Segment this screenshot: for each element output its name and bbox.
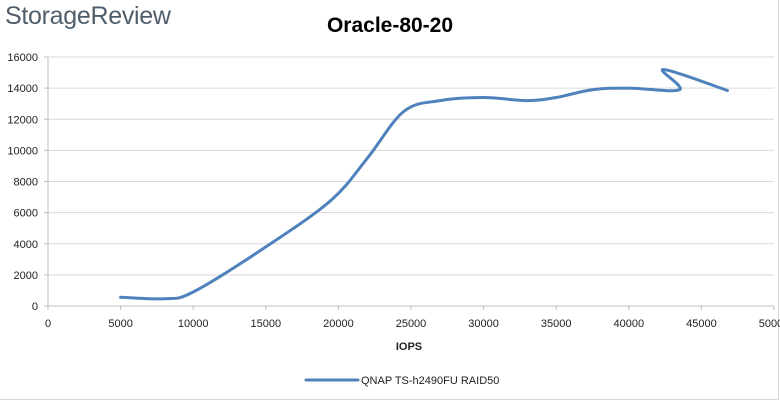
y-tick-label: 12000	[7, 114, 38, 126]
series-lines	[119, 67, 729, 301]
y-tick-label: 14000	[7, 83, 38, 95]
x-axis-label: IOPS	[396, 341, 422, 353]
legend: QNAP TS-h2490FU RAID50	[304, 375, 499, 387]
chart-title: Oracle-80-20	[326, 14, 454, 37]
legend-label: QNAP TS-h2490FU RAID50	[361, 375, 499, 387]
brand-logo: StorageReview	[5, 2, 171, 30]
y-tick-label: 4000	[14, 239, 38, 251]
x-tick-label: 50000	[759, 318, 780, 330]
x-tick-label: 5000	[108, 318, 132, 330]
y-tick-label: 2000	[14, 270, 38, 282]
x-tick-label: 40000	[614, 318, 645, 330]
x-tick-label: 35000	[541, 318, 572, 330]
series-line	[119, 67, 729, 301]
x-tick-label: 30000	[468, 318, 499, 330]
y-tick-label: 8000	[14, 177, 38, 189]
y-tick-label: 16000	[7, 52, 38, 64]
x-tick-label: 45000	[686, 318, 717, 330]
x-axis: 0 5000 10000 15000 20000 25000 30000 35000 40000…	[45, 306, 780, 330]
x-tick-label: 20000	[323, 318, 354, 330]
grid-lines	[48, 56, 774, 307]
x-tick-label: 10000	[178, 318, 209, 330]
x-tick-label: 15000	[251, 318, 282, 330]
y-tick-label: 0	[32, 301, 38, 313]
y-tick-label: 10000	[7, 145, 38, 157]
x-tick-label: 25000	[396, 318, 427, 330]
x-tick-label: 0	[45, 318, 51, 330]
y-tick-label: 6000	[14, 208, 38, 220]
y-axis: 0 2000 4000 6000 8000 10000 12000 14000 16000	[7, 52, 49, 313]
